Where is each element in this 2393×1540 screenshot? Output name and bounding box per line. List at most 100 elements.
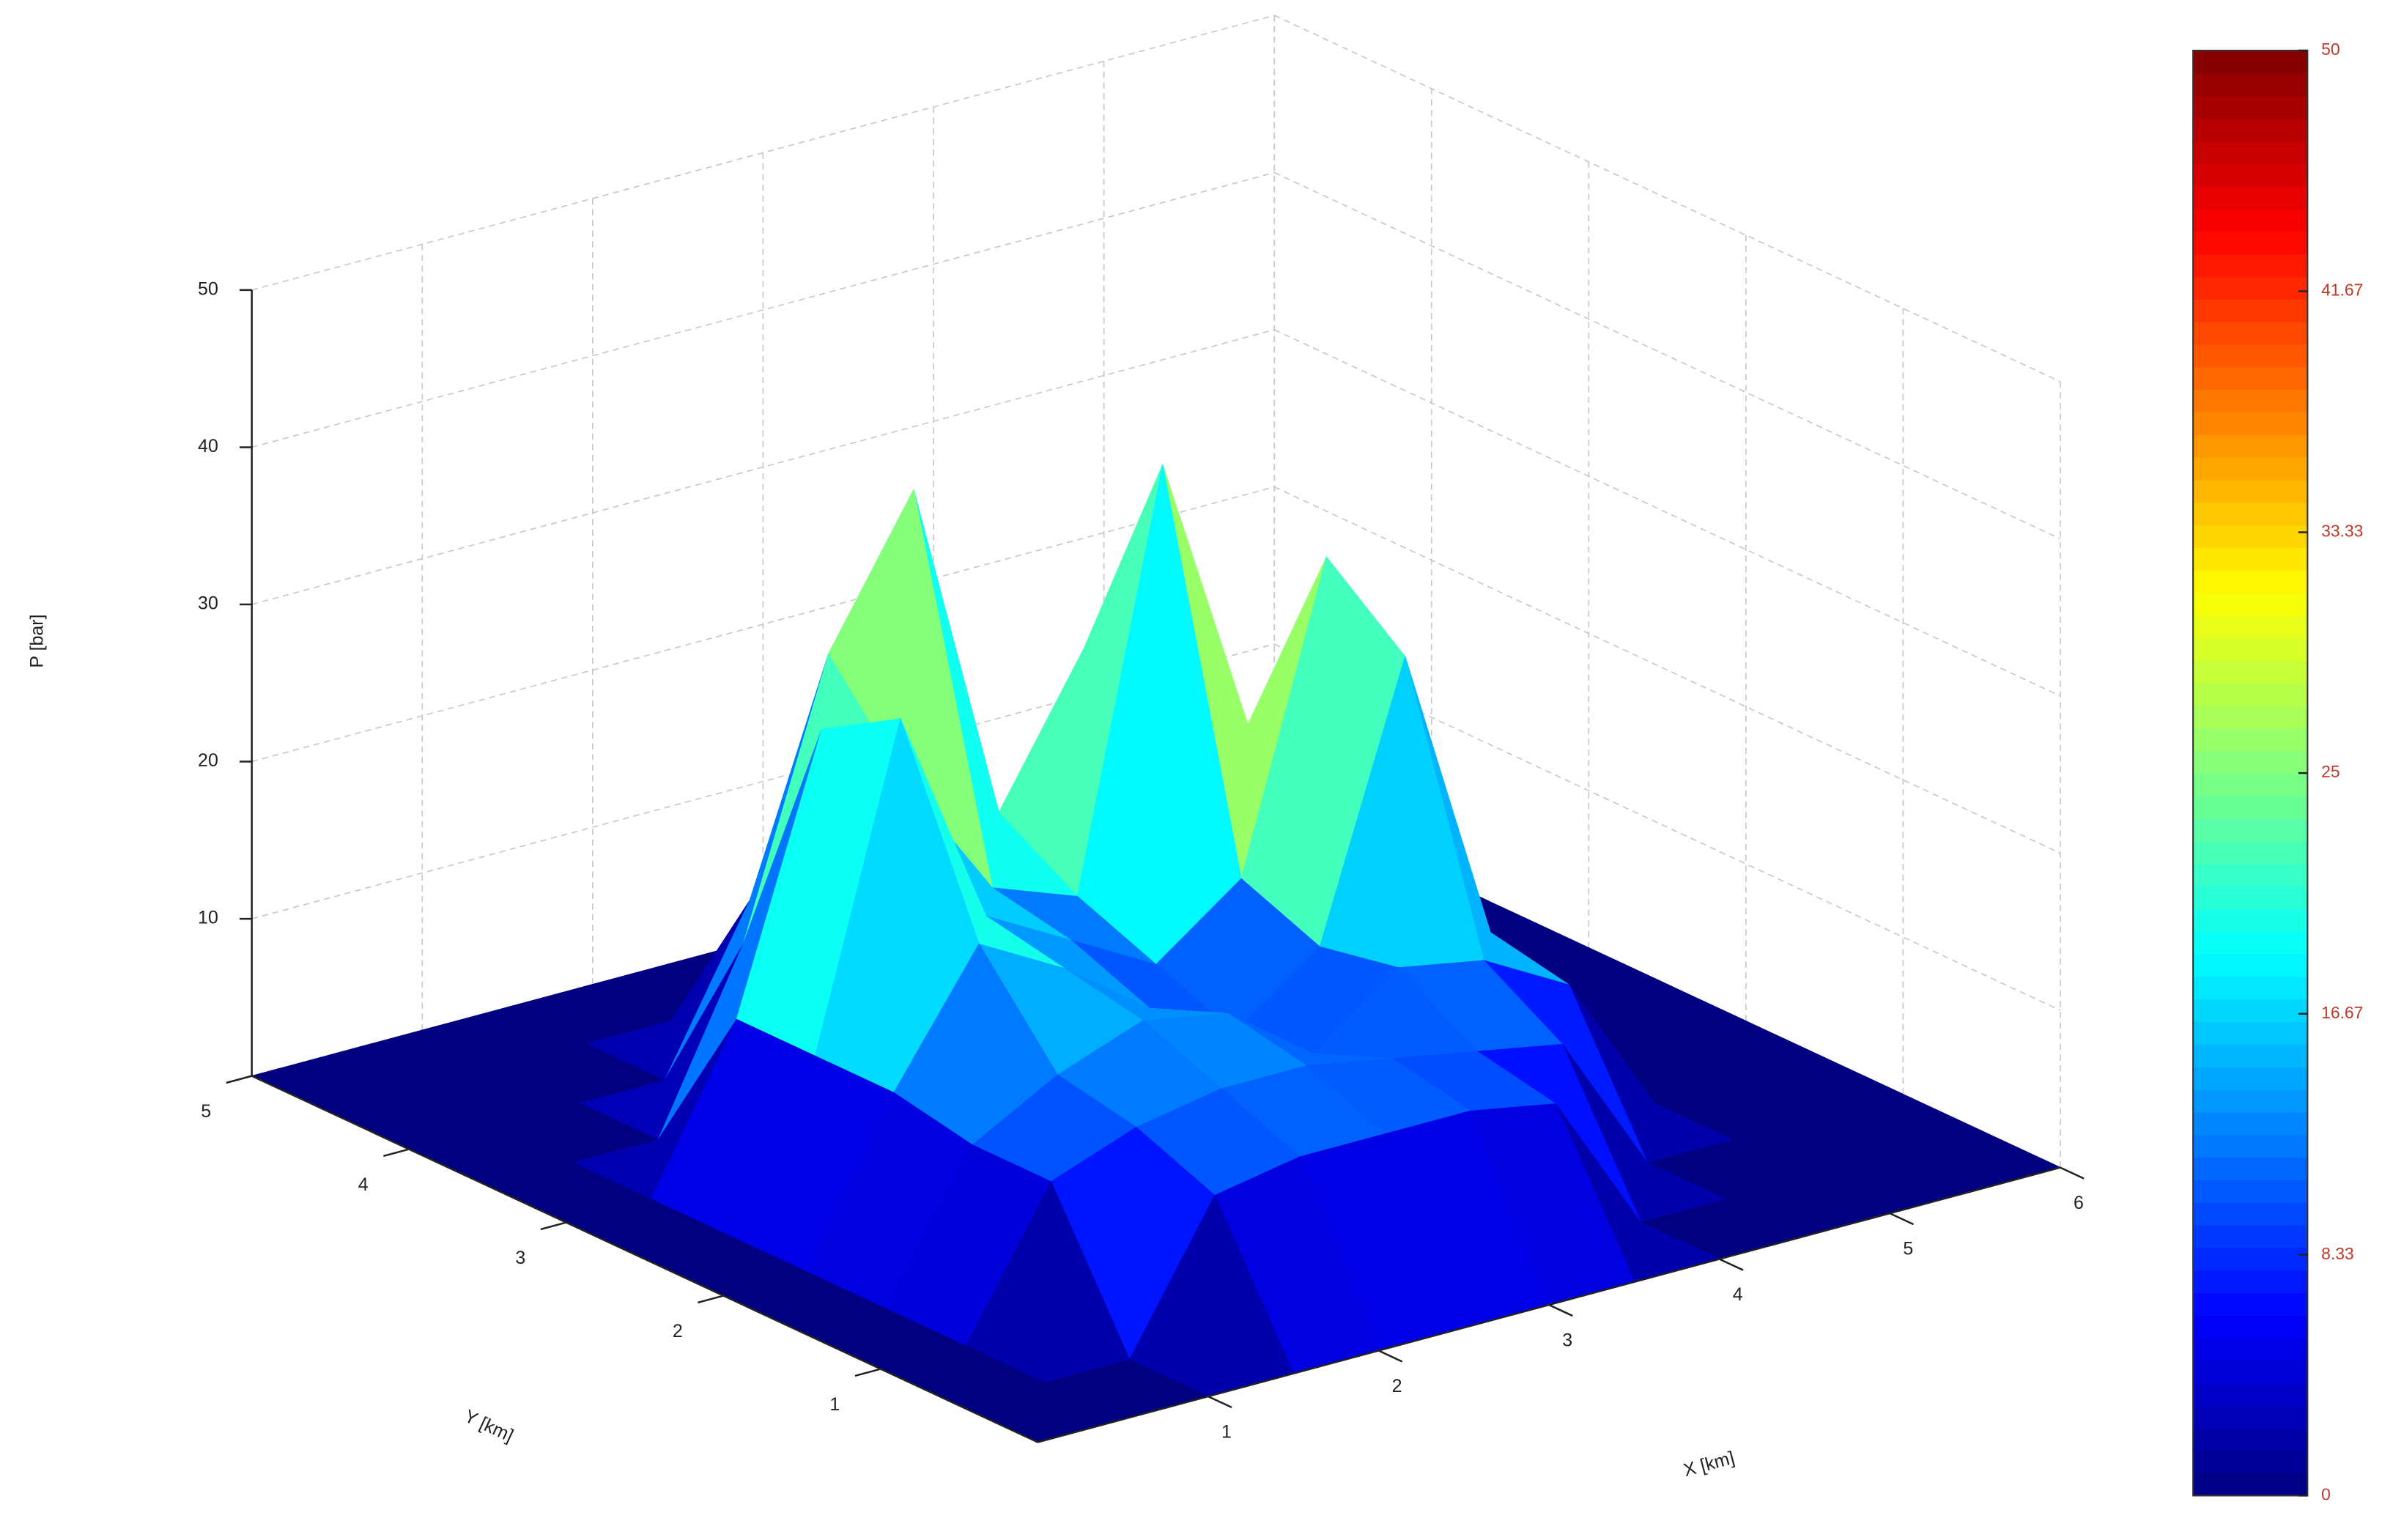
colorbar-tick-label: 33.33 (2321, 522, 2363, 541)
colorbar-swatch (2193, 1382, 2308, 1407)
colorbar-swatch (2193, 773, 2308, 797)
colorbar-swatch (2193, 976, 2308, 1000)
colorbar-swatch (2193, 999, 2308, 1023)
colorbar-swatch (2193, 118, 2308, 142)
x-tick-label: 1 (1221, 1422, 1232, 1443)
x-tick (1889, 1212, 1915, 1226)
x-tick-label: 4 (1733, 1284, 1743, 1305)
colorbar-swatch (2193, 547, 2308, 571)
colorbar-swatch (2193, 456, 2308, 481)
z-tick-label: 20 (198, 750, 218, 771)
colorbar-tick-label: 8.33 (2321, 1244, 2354, 1263)
grid-line (251, 486, 1275, 763)
colorbar-swatch (2193, 1473, 2308, 1497)
colorbar-swatch (2193, 908, 2308, 932)
walls (251, 15, 2061, 1168)
colorbar-swatch (2193, 141, 2308, 165)
x-tick-label: 2 (1392, 1376, 1402, 1396)
colorbar-tick-label: 0 (2321, 1484, 2331, 1503)
colorbar-swatch (2193, 930, 2308, 955)
y-tick (383, 1148, 410, 1158)
y-tick-label: 4 (358, 1174, 369, 1195)
colorbar-swatch (2193, 253, 2308, 278)
grid-line (251, 329, 1275, 605)
colorbar-swatch (2193, 818, 2308, 842)
surface (250, 463, 2062, 1443)
axes: 1 2 3 4 5 6 1 2 3 4 5 10 20 30 40 50 (198, 279, 2085, 1443)
colorbar-swatch (2193, 321, 2308, 345)
colorbar-swatch (2193, 1337, 2308, 1361)
z-tick-label: 30 (198, 593, 218, 614)
colorbar-swatch (2193, 50, 2308, 74)
colorbar-swatch (2193, 1270, 2308, 1294)
y-axis-line (251, 1075, 1038, 1443)
z-tick-label: 10 (198, 908, 218, 928)
z-axis-label: P [bar] (27, 614, 48, 667)
y-tick-label: 3 (515, 1248, 525, 1268)
colorbar-swatch (2193, 615, 2308, 639)
colorbar-swatch (2193, 276, 2308, 300)
colorbar-swatch (2193, 1224, 2308, 1248)
z-tick-label: 40 (198, 436, 218, 456)
colorbar-swatch (2193, 1134, 2308, 1158)
colorbar-swatch (2193, 389, 2308, 413)
colorbar-swatch (2193, 886, 2308, 910)
colorbar-swatch (2193, 840, 2308, 865)
y-tick (698, 1295, 724, 1304)
colorbar-swatch (2193, 185, 2308, 210)
y-tick-label: 2 (673, 1321, 683, 1341)
colorbar-swatch (2193, 1066, 2308, 1090)
grid-line (1273, 171, 2061, 540)
colorbar-swatch (2193, 682, 2308, 706)
y-tick-label: 5 (201, 1101, 211, 1122)
colorbar-swatch (2193, 1179, 2308, 1203)
x-tick (1378, 1350, 1403, 1363)
grid-line (1273, 329, 2061, 697)
colorbar-swatch (2193, 1111, 2308, 1136)
colorbar-swatch (2193, 569, 2308, 593)
colorbar-swatch (2193, 1089, 2308, 1113)
z-tick-label: 50 (198, 279, 218, 300)
grid-line (251, 171, 1275, 448)
grid-line (251, 15, 1275, 291)
colorbar-tick-label: 16.67 (2321, 1003, 2363, 1022)
colorbar-swatch (2193, 1360, 2308, 1384)
x-tick (1548, 1303, 1573, 1317)
colorbar-swatch (2193, 1292, 2308, 1316)
y-axis-label: Y [km] (461, 1406, 517, 1446)
colorbar-swatch (2193, 953, 2308, 977)
colorbar-swatch (2193, 231, 2308, 255)
x-tick-label: 6 (2074, 1193, 2084, 1213)
colorbar-tick-label: 25 (2321, 762, 2340, 781)
colorbar-swatch (2193, 1157, 2308, 1180)
colorbar-swatch (2193, 434, 2308, 458)
y-tick-label: 1 (829, 1394, 840, 1415)
x-tick (1719, 1258, 1744, 1271)
colorbar-swatch (2193, 163, 2308, 187)
colorbar-swatch (2193, 1202, 2308, 1226)
colorbar-swatch (2193, 412, 2308, 435)
colorbar-swatch (2193, 95, 2308, 119)
colorbar-tick-label: 41.67 (2321, 281, 2363, 300)
y-tick (540, 1221, 567, 1231)
colorbar-swatch (2193, 728, 2308, 752)
x-tick (2060, 1166, 2085, 1180)
colorbar-swatch (2193, 1044, 2308, 1067)
colorbar-swatch (2193, 1021, 2308, 1045)
colorbar-tick-label: 50 (2321, 40, 2340, 59)
colorbar-swatch (2193, 479, 2308, 503)
colorbar-swatch (2193, 637, 2308, 662)
colorbar-swatch (2193, 73, 2308, 97)
colorbar-swatch (2193, 344, 2308, 368)
colorbar-swatch (2193, 502, 2308, 526)
colorbar-swatch (2193, 366, 2308, 390)
colorbar-swatch (2193, 795, 2308, 819)
colorbar-swatch (2193, 705, 2308, 729)
colorbar-swatch (2193, 750, 2308, 774)
grid-line (1273, 486, 2061, 854)
y-tick (226, 1075, 253, 1084)
colorbar-swatch (2193, 1405, 2308, 1429)
colorbar-swatch (2193, 1450, 2308, 1474)
